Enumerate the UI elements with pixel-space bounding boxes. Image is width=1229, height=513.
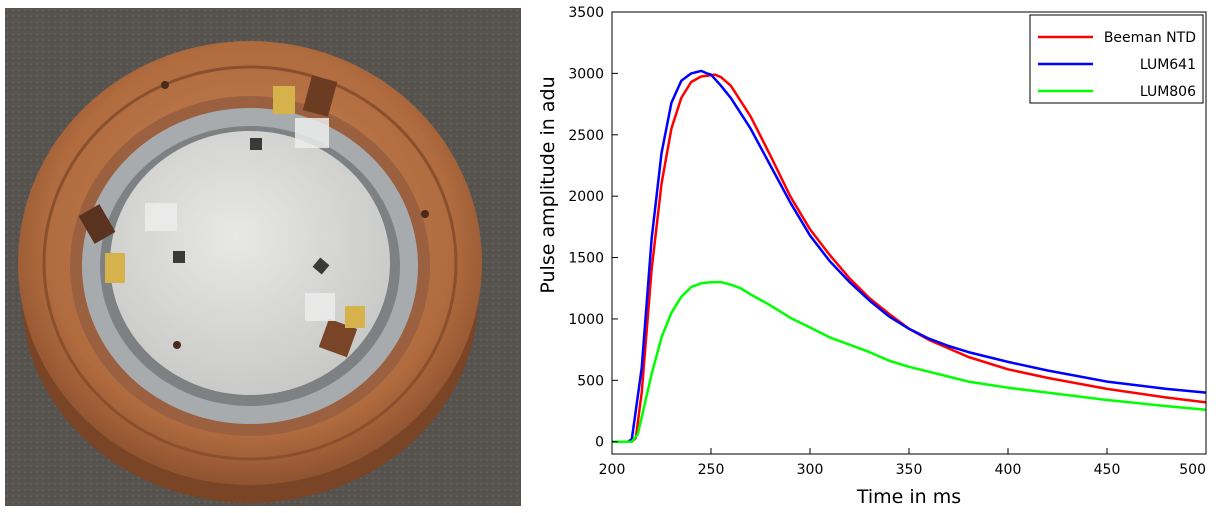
ticks-layer: 200 250 300 350 400 450 500 0 500 1000 1500 2000 250… [568,5,1207,478]
y-tick-label: 2500 [568,128,604,144]
detector-photo-illustration [5,8,521,506]
screw-hole [161,81,169,89]
copper-clamp [302,75,338,117]
x-tick-label: 500 [1179,462,1206,478]
x-tick-label: 300 [797,462,824,478]
copper-clamp [78,204,116,244]
pulse-chart-svg: 200 250 300 350 400 450 500 0 500 1000 1500 2000 250… [537,5,1207,508]
contact-pads [273,86,295,114]
series-line-lum641 [612,69,1207,443]
contact-pads [105,253,125,283]
y-tick-label: 1500 [568,251,604,267]
y-axis-label: Pulse amplitude in adu [537,76,559,293]
flange-groove [42,65,458,461]
legend-box [1029,14,1204,104]
y-tick-label: 3000 [568,66,604,82]
sensor-chip [250,138,262,150]
series-line-lum806 [612,280,1207,443]
x-tick-label: 200 [599,462,626,478]
y-tick-label: 500 [577,373,604,389]
legend: Beeman NTD LUM641 LUM806 [1029,14,1204,104]
y-tick-label: 2000 [568,189,604,205]
teflon-holder [145,203,177,231]
y-tick-label: 3500 [568,5,604,21]
detector-photo [5,8,521,506]
x-tick-label: 250 [698,462,725,478]
y-tick-label: 1000 [568,312,604,328]
teflon-holder [295,118,329,148]
x-tick-label: 450 [1094,462,1121,478]
screw-hole [173,341,181,349]
teflon-holder [305,293,335,321]
x-axis-label: Time in ms [856,486,961,508]
x-tick-label: 400 [995,462,1022,478]
x-tick-label: 350 [896,462,923,478]
legend-label: Beeman NTD [1104,30,1196,46]
legend-label: LUM641 [1140,57,1196,73]
series-layer [612,69,1207,443]
pulse-chart: 200 250 300 350 400 450 500 0 500 1000 1500 2000 250… [528,0,1229,509]
screw-hole [421,210,429,218]
series-line-beeman-ntd [612,73,1207,443]
contact-pads [345,306,365,328]
y-tick-label: 0 [595,435,604,451]
legend-label: LUM806 [1140,84,1196,100]
light-detector-disk [110,131,390,395]
copper-clamp [318,318,358,358]
sensor-chip [312,257,330,275]
sensor-chip [173,251,185,263]
